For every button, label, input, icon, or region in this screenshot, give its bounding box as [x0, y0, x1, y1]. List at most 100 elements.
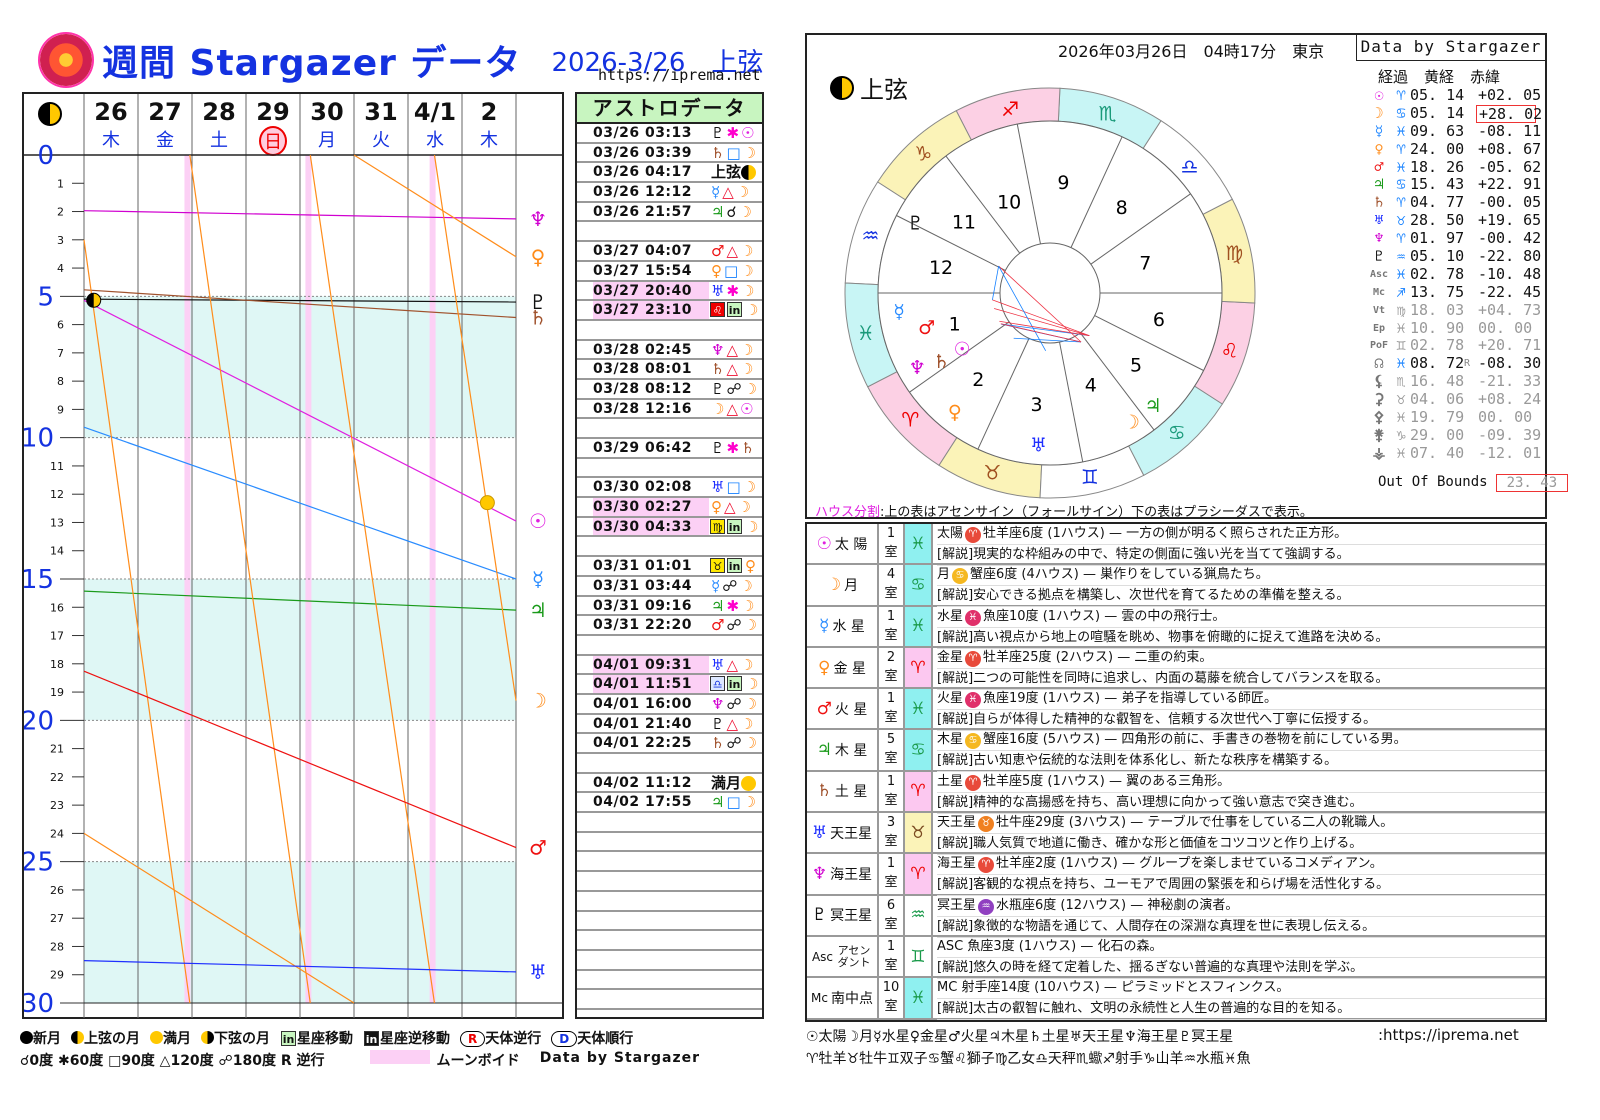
event-glyph: ♂ — [711, 616, 725, 635]
house-number: 4 — [886, 567, 896, 583]
sabian-text: 牡羊座5度 (1ハウス) — 翼のある三角形。 — [983, 773, 1231, 789]
astro-row: 03/31 22:20 ♂ ☍ ☽ — [577, 616, 762, 636]
sabian-line: 冥王星 ♒ 水瓶座6度 (12ハウス) — 神秘劇の演者。 — [937, 896, 1545, 917]
house-sign-cell: ♓ — [905, 524, 933, 564]
day-header: 29 日 — [246, 94, 300, 156]
planet-glyph: ♃ — [816, 740, 832, 761]
day-header: 31 火 — [354, 94, 408, 154]
astro-row: 04/01 21:40 ♇ △ ☽ — [577, 715, 762, 735]
sign-glyph: ♐ — [1396, 282, 1406, 301]
sabian-text: 魚座19度 (1ハウス) — 弟子を指導している師匠。 — [983, 691, 1277, 707]
sabian-line: 木星 ♋ 蟹座16度 (5ハウス) — 四角形の前に、手書きの巻物を前にしている男。 — [937, 730, 1545, 752]
event-glyph: ☽ — [740, 242, 754, 261]
house-unit: 室 — [884, 545, 898, 560]
interpretation-row: Mc 南中点 10 室 ♓ MC 射手座14度 (10ハウス) — ピラミッドとスフ… — [807, 978, 1545, 1021]
planet-glyph: Vt — [1372, 304, 1386, 316]
body-name: 木星 — [937, 732, 964, 748]
longitude: 15. 43 — [1410, 175, 1465, 194]
legend-last-quarter: 下弦の月 — [201, 1028, 270, 1048]
planet-glyph: Ep — [1372, 322, 1386, 334]
new-moon-icon — [20, 1031, 33, 1044]
event-glyph: ☿ — [711, 183, 721, 202]
planet-glyph: Mc — [1372, 286, 1386, 298]
site-url[interactable]: https://iprema.net — [598, 66, 761, 84]
event-glyph: ✱ — [726, 596, 740, 615]
planet-glyph: ♇ — [811, 905, 828, 926]
retrograde-mark — [1464, 194, 1476, 212]
planet-glyph: Mc — [811, 990, 828, 1005]
neptune-wheel-glyph: ♆ — [909, 357, 926, 379]
venus-end-label: ♀ — [531, 245, 546, 269]
weekday: 土 — [210, 130, 228, 151]
aspect-line — [992, 299, 1090, 337]
sabian-text: 魚座10度 (1ハウス) — 雲の中の飛行士。 — [983, 608, 1226, 624]
retrograde-mark — [1464, 302, 1476, 320]
longitude: 24. 00 — [1410, 139, 1465, 158]
event-datetime: 04/01 21:40 — [593, 715, 693, 732]
retrograde-mark — [1464, 337, 1476, 355]
astro-row-empty — [577, 833, 762, 853]
event-datetime: 04/01 16:00 — [593, 695, 693, 712]
sabian-line: ASC 魚座3度 (1ハウス) — 化石の森。 — [937, 937, 1545, 958]
sign-glyph: ♓ — [1396, 264, 1406, 283]
venus-line — [83, 832, 355, 1004]
moon-void-band — [184, 155, 191, 1003]
event-glyph: ☽ — [711, 399, 725, 418]
event-glyph: ♇ — [711, 379, 725, 398]
first-quarter-moon-icon — [830, 75, 854, 100]
house-sign-cell: ♉ — [905, 813, 933, 853]
event-glyph: ♂ — [711, 242, 725, 261]
jupiter-end-label: ♃ — [529, 598, 547, 622]
astro-row: 03/28 02:45 ♆ △ ☽ — [577, 341, 762, 361]
retrograde-mark — [1464, 87, 1476, 105]
house-number: 4 — [1085, 374, 1097, 396]
event-glyph: △ — [726, 655, 738, 674]
planet-glyph: ♄ — [1374, 193, 1384, 212]
table-header: 黄経 — [1424, 68, 1455, 86]
house-unit: 室 — [884, 751, 898, 767]
sabian-text: 牡羊座2度 (1ハウス) — グループを楽しませているコメディアン。 — [996, 856, 1383, 872]
event-glyph: □ — [726, 793, 741, 812]
house-number: 1 — [886, 608, 896, 624]
event-glyph: △ — [726, 360, 738, 379]
planet-name: 冥王星 — [830, 908, 873, 925]
footer-url[interactable]: :https://iprema.net — [1378, 1026, 1519, 1044]
uranus-end-label: ♅ — [529, 960, 547, 984]
sign-glyph: ♋ — [1396, 175, 1406, 194]
table-header: 赤緯 — [1470, 68, 1501, 86]
house-sign-cell: ♓ — [905, 606, 933, 646]
planet-row: ♂ ♓ 18. 26 -05. 62 — [1366, 157, 1541, 177]
planet-glyph: ♂ — [1374, 157, 1384, 176]
event-glyph: ♀ — [745, 557, 756, 576]
planet-row: ♇ ♒ 05. 10 -22. 80 — [1366, 248, 1541, 266]
astro-row-empty — [577, 931, 762, 951]
sign-glyph: ♏ — [1396, 372, 1406, 391]
y-tick-label: 8 — [57, 375, 64, 388]
day-header: 30 月 — [300, 94, 354, 154]
house-number: 5 — [1130, 355, 1142, 377]
sign-ingress-badge: ♍ — [710, 518, 725, 534]
jupiter-wheel-glyph: ♃ — [1144, 395, 1161, 417]
body-name: 太陽 — [937, 526, 964, 541]
body-name: ASC — [937, 938, 964, 954]
planet-row: ⚸ ♏ 16. 48 -21. 33 — [1366, 372, 1542, 391]
aspect-line — [1013, 337, 1082, 343]
retrograde-mark — [1464, 320, 1476, 338]
astro-row: 04/02 11:12 満月 — [577, 774, 762, 794]
sabian-line: 海王星 ♈ 牡羊座2度 (1ハウス) — グループを楽しませているコメディアン。 — [937, 854, 1545, 876]
longitude: 16. 48 — [1410, 372, 1465, 391]
house-number: 1 — [886, 691, 896, 707]
aspect-line — [998, 265, 1047, 352]
event-glyph: ☽ — [741, 281, 755, 300]
data-source: Data by Stargazer — [1356, 35, 1546, 61]
sign-badge-icon: ♉ — [978, 816, 995, 833]
astro-row-empty — [577, 912, 762, 932]
legend-label: 上弦の月 — [84, 1031, 140, 1047]
house-unit: 室 — [884, 957, 898, 973]
astro-row: 03/26 03:39 ♄ □ ☽ — [577, 144, 762, 164]
weekly-graph: 26 木 27 金 28 土 29 日 30 月 31 火 4/1 水 2 木 0 1 2 3 4 5 6 7 8 9 10 11 1… — [22, 92, 564, 1019]
event-glyph: ✱ — [726, 281, 740, 300]
body-name: 天王星 — [937, 815, 977, 831]
legend-source: Data by Stargazer — [539, 1050, 701, 1066]
planet-name: 太 陽 — [834, 536, 868, 553]
